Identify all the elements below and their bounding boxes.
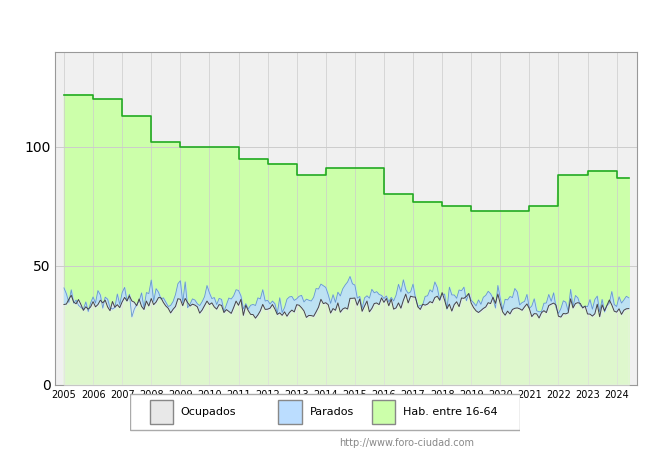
FancyBboxPatch shape xyxy=(372,400,395,424)
Text: Hab. entre 16-64: Hab. entre 16-64 xyxy=(403,407,498,417)
FancyBboxPatch shape xyxy=(278,400,302,424)
Text: http://www.foro-ciudad.com: http://www.foro-ciudad.com xyxy=(339,438,474,448)
FancyBboxPatch shape xyxy=(130,393,520,430)
Text: Noviercas - Evolucion de la poblacion en edad de Trabajar Mayo de 2024: Noviercas - Evolucion de la poblacion en… xyxy=(83,17,567,30)
Text: Ocupados: Ocupados xyxy=(181,407,236,417)
Text: Parados: Parados xyxy=(309,407,354,417)
FancyBboxPatch shape xyxy=(150,400,173,424)
